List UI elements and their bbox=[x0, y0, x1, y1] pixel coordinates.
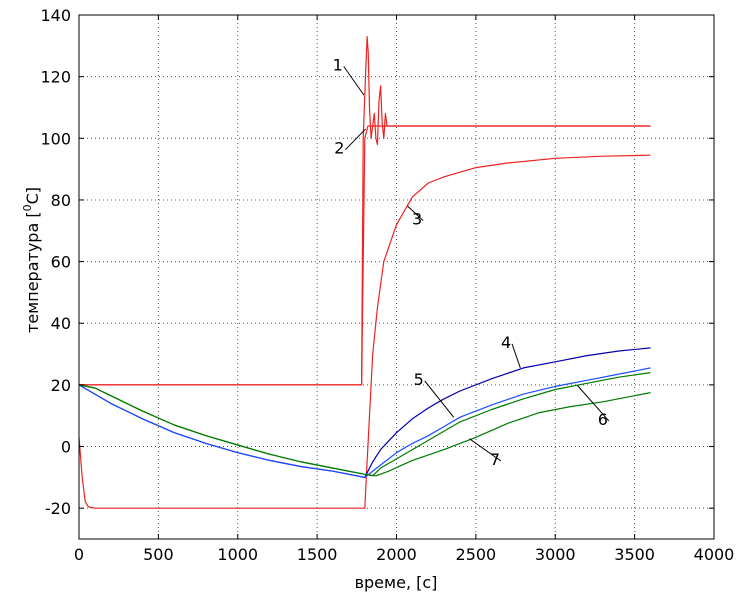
series-line-3 bbox=[78, 154, 651, 509]
x-tick-label: 4000 bbox=[694, 545, 735, 564]
annotation-leader bbox=[577, 385, 610, 422]
y-tick-label: -20 bbox=[45, 499, 71, 518]
x-tick-label: 2500 bbox=[456, 545, 497, 564]
series-line-4 bbox=[78, 347, 651, 478]
series-group bbox=[78, 35, 651, 509]
x-tick-label: 3500 bbox=[614, 545, 655, 564]
y-tick-label: 120 bbox=[40, 68, 71, 87]
series-line-7 bbox=[78, 384, 651, 477]
annotation-label: 2 bbox=[334, 139, 344, 158]
y-tick-label: 100 bbox=[40, 129, 71, 148]
y-axis-ticks: -20 0 20 40 60 80 100 120 140 bbox=[40, 6, 714, 518]
x-tick-label: 1000 bbox=[217, 545, 258, 564]
y-tick-label: 140 bbox=[40, 6, 71, 25]
y-axis-title: температура [0C] bbox=[21, 187, 42, 333]
y-tick-label: 60 bbox=[51, 253, 71, 272]
annotation-leader bbox=[511, 343, 521, 369]
x-tick-label: 3000 bbox=[535, 545, 576, 564]
annotation-label: 7 bbox=[490, 450, 500, 469]
x-tick-label: 0 bbox=[74, 545, 84, 564]
x-axis-title: време, [c] bbox=[355, 573, 438, 592]
annotation-label: 1 bbox=[333, 55, 343, 74]
annotation-label: 3 bbox=[412, 210, 422, 229]
y-tick-label: 0 bbox=[61, 438, 71, 457]
annotation-leader bbox=[344, 128, 366, 151]
x-axis-ticks: 0 500 1000 1500 2000 2500 3000 3500 4000 bbox=[74, 15, 734, 564]
y-axis-title-main: температура [ bbox=[23, 211, 42, 333]
annotation-label: 6 bbox=[598, 410, 608, 429]
annotation-leader bbox=[407, 205, 424, 221]
series-line-1 bbox=[79, 35, 651, 386]
y-tick-label: 40 bbox=[51, 314, 71, 333]
annotation-leader bbox=[424, 380, 455, 418]
y-tick-label: 80 bbox=[51, 191, 71, 210]
annotation-label: 5 bbox=[414, 370, 424, 389]
annotation-label: 4 bbox=[501, 333, 511, 352]
y-axis-title-superscript: 0 bbox=[21, 204, 34, 211]
y-axis-title-tail: C] bbox=[23, 187, 42, 204]
annotations: 1 2 3 4 5 6 7 bbox=[333, 55, 610, 469]
annotation-leader bbox=[469, 438, 502, 462]
series-line-2 bbox=[79, 125, 651, 386]
series-line-6 bbox=[78, 372, 651, 477]
series-line-5 bbox=[78, 367, 651, 478]
grid bbox=[79, 14, 714, 539]
y-tick-label: 20 bbox=[51, 376, 71, 395]
x-tick-label: 1500 bbox=[297, 545, 338, 564]
plot-frame bbox=[78, 14, 715, 540]
annotation-leader bbox=[343, 66, 365, 96]
x-tick-label: 2000 bbox=[376, 545, 417, 564]
x-tick-label: 500 bbox=[143, 545, 174, 564]
